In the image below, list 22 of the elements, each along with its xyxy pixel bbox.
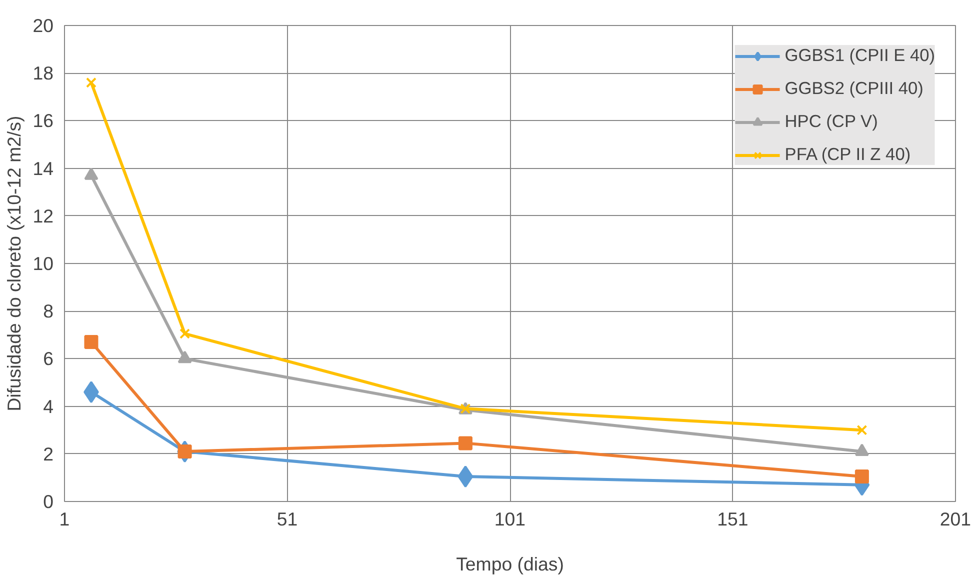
y-axis-title: Difusidade do cloreto (x10-12 m2/s) (4, 116, 25, 412)
y-tick-label: 4 (43, 396, 54, 417)
y-tick-label: 2 (43, 443, 54, 464)
legend-label: HPC (CP V) (784, 111, 878, 132)
x-axis-title: Tempo (dias) (456, 554, 564, 574)
y-tick-label: 6 (43, 348, 54, 370)
legend-label: PFA (CP II Z 40) (784, 144, 911, 165)
x-tick-label: 1 (59, 508, 70, 530)
x-tick-label: 151 (717, 508, 748, 530)
legend-label: GGBS1 (CPII E 40) (784, 45, 935, 66)
x-tick-label: 51 (276, 508, 298, 530)
x-tick-label: 101 (494, 508, 526, 530)
y-tick-label: 10 (32, 253, 54, 274)
legend-label: GGBS2 (CPIII 40) (784, 78, 924, 99)
y-tick-label: 8 (43, 300, 54, 322)
y-tick-label: 0 (43, 491, 54, 512)
y-tick-label: 16 (32, 110, 54, 132)
y-tick-label: 14 (32, 158, 54, 179)
y-tick-label: 20 (32, 15, 54, 36)
y-tick-label: 12 (32, 205, 54, 226)
x-tick-label: 201 (940, 508, 972, 530)
y-tick-label: 18 (32, 62, 54, 84)
